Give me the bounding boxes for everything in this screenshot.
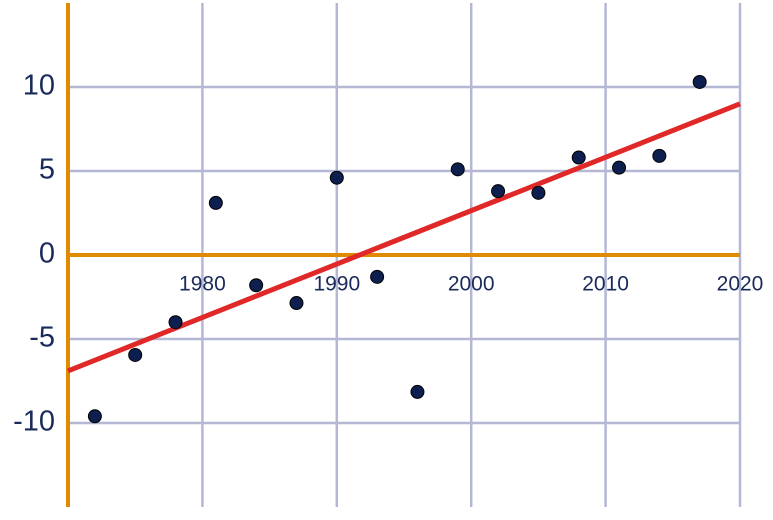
x-tick-label: 2020 — [717, 273, 764, 296]
data-point — [329, 170, 344, 185]
x-tick-label: 1990 — [313, 273, 360, 296]
data-point — [87, 409, 102, 424]
data-point — [249, 278, 264, 293]
data-point — [491, 184, 506, 199]
data-point — [128, 347, 143, 362]
y-tick-label: 0 — [39, 238, 55, 270]
y-tick-label: -10 — [13, 406, 55, 438]
x-tick-label: 2010 — [582, 273, 629, 296]
data-point — [531, 185, 546, 200]
data-point — [410, 384, 425, 399]
data-point — [289, 296, 304, 311]
data-point — [450, 162, 465, 177]
data-point — [652, 148, 667, 163]
data-point — [612, 160, 627, 175]
y-tick-label: 10 — [23, 70, 55, 102]
y-tick-label: -5 — [29, 322, 55, 354]
data-point — [370, 269, 385, 284]
trend-line — [67, 101, 741, 374]
data-point — [208, 195, 223, 210]
y-tick-label: 5 — [39, 154, 55, 186]
x-tick-label: 2000 — [448, 273, 495, 296]
x-tick-label: 1980 — [179, 273, 226, 296]
data-point — [571, 150, 586, 165]
data-point — [168, 315, 183, 330]
data-point — [692, 74, 707, 89]
